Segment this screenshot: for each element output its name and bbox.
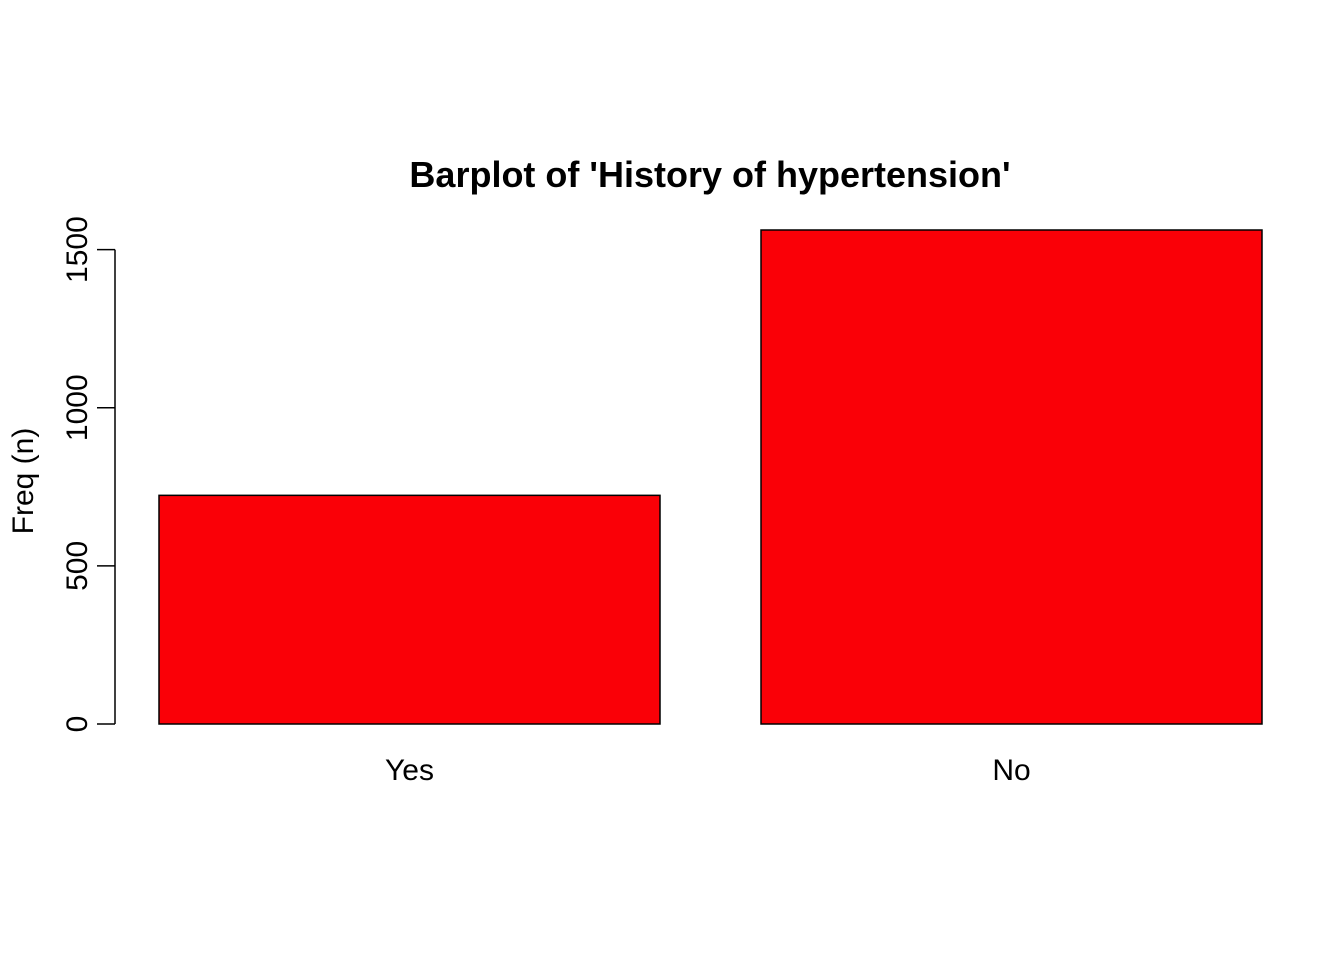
bar-no — [760, 229, 1263, 725]
x-tick-label: Yes — [385, 754, 434, 787]
y-tick-label: 1000 — [61, 374, 94, 441]
x-tick-label: No — [992, 754, 1030, 787]
y-axis-label: Freq (n) — [7, 428, 40, 535]
bars-group — [158, 229, 1263, 725]
bar-yes — [158, 494, 661, 725]
y-axis: 0 500 1000 1500 — [61, 216, 116, 733]
y-tick-label: 0 — [61, 716, 94, 733]
y-tick-label: 1500 — [61, 216, 94, 283]
chart-title: Barplot of 'History of hypertension' — [409, 154, 1010, 195]
y-tick-label: 500 — [61, 541, 94, 591]
x-axis-labels: Yes No — [385, 754, 1031, 787]
